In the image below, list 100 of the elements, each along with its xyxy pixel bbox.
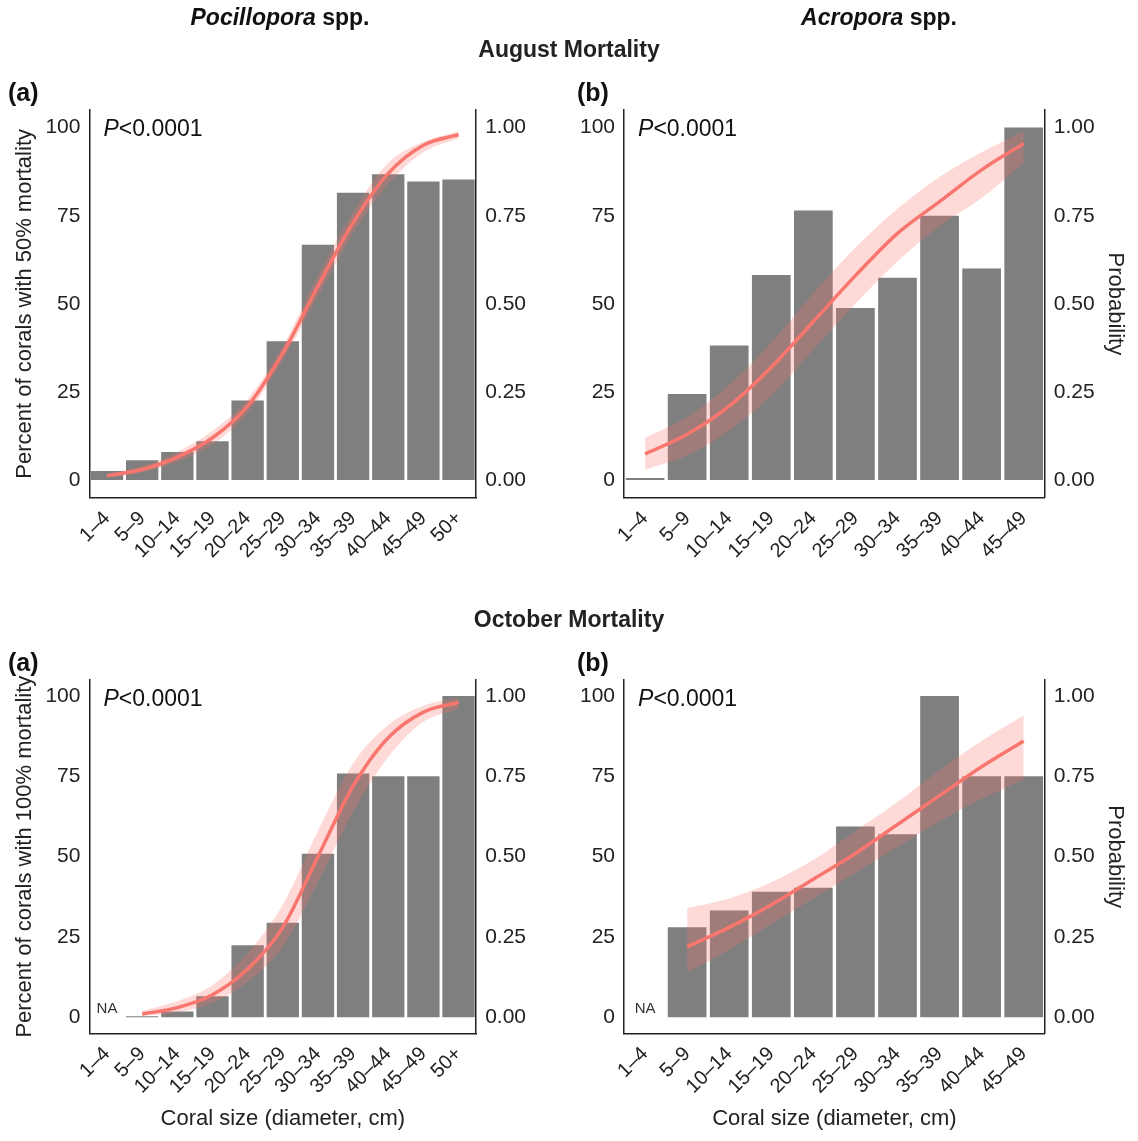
bar: [231, 400, 264, 481]
bar: [709, 345, 749, 481]
y-tick-label: 75: [57, 202, 81, 226]
y-tick-label: 0: [603, 466, 616, 490]
y-tick-label: 0: [603, 1004, 616, 1028]
y-tick-label: 100: [579, 682, 616, 706]
y2-tick-label: 0.75: [485, 202, 526, 226]
bar: [301, 244, 335, 481]
text: (a): [8, 647, 39, 676]
bar: [667, 394, 707, 481]
line-series: [685, 739, 1026, 949]
bar: [920, 696, 959, 1018]
bar: [196, 441, 229, 481]
bar: [794, 887, 833, 1018]
x-tick-label: 50+: [425, 1041, 466, 1082]
x-tick-label: 1–4: [612, 1041, 652, 1082]
bar: [301, 853, 335, 1018]
annotation: NA: [96, 999, 118, 1017]
chart-title: Pocillopora spp.: [189, 4, 371, 31]
y2-tick-label: 0.50: [485, 843, 526, 867]
y-tick-label: 100: [579, 114, 616, 138]
annotation: P<0.0001: [103, 115, 203, 142]
y-tick-label: 75: [57, 763, 81, 787]
text: (b): [577, 77, 609, 106]
text: August Mortality: [477, 36, 661, 63]
y-tick-label: 0: [68, 1004, 81, 1028]
y-axis-title: Percent of corals with 50% mortality: [11, 129, 37, 479]
annotation: P<0.0001: [638, 115, 738, 142]
bar: [196, 996, 229, 1018]
y-tick-label: 0: [68, 466, 81, 490]
y-tick-label: 50: [57, 290, 81, 314]
bar: [709, 910, 749, 1018]
y-tick-label: 50: [57, 843, 81, 867]
bar: [372, 776, 405, 1018]
bar: [836, 308, 875, 481]
bar: [336, 192, 370, 481]
y2-tick-label: 0.25: [485, 923, 526, 947]
text: October Mortality: [472, 606, 666, 633]
bar: [962, 268, 1001, 481]
y-tick-label: 100: [45, 682, 81, 706]
y-tick-label: 25: [591, 923, 616, 947]
y2-tick-label: 1.00: [485, 114, 526, 138]
y2-tick-label: 0.25: [1053, 378, 1095, 402]
bar: [751, 891, 791, 1018]
x-axis-title: Coral size (diameter, cm): [712, 1104, 957, 1130]
y2-tick-label: 0.25: [485, 378, 526, 402]
y2-tick-label: 0.00: [485, 466, 526, 490]
y2-tick-label: 0.50: [485, 290, 526, 314]
bar: [625, 477, 665, 481]
y2-tick-label: 0.50: [1053, 290, 1095, 314]
bar: [878, 277, 917, 481]
text: (a): [8, 77, 39, 106]
y-tick-label: 100: [45, 114, 81, 138]
y2-tick-label: 0.75: [1053, 202, 1095, 226]
annotation: P<0.0001: [103, 685, 203, 712]
y2-tick-label: 0.00: [1053, 466, 1095, 490]
y-tick-label: 50: [591, 843, 616, 867]
bar: [161, 1011, 194, 1018]
y2-tick-label: 0.00: [485, 1004, 526, 1028]
bar: [667, 927, 707, 1018]
y2-tick-label: 1.00: [485, 682, 526, 706]
y2-tick-label: 1.00: [1053, 682, 1095, 706]
bar: [1004, 127, 1044, 481]
y-tick-label: 75: [591, 202, 616, 226]
annotation: P<0.0001: [638, 685, 738, 712]
x-tick-label: 1–4: [74, 506, 114, 546]
y2-axis-title: Probability: [1103, 252, 1129, 356]
chart-title: Acropora spp.: [799, 4, 958, 31]
x-tick-label: 1–4: [612, 506, 652, 546]
y2-tick-label: 0.00: [1053, 1004, 1095, 1028]
y2-tick-label: 1.00: [1053, 114, 1095, 138]
annotation: NA: [634, 999, 656, 1017]
y-tick-label: 50: [591, 290, 616, 314]
bar: [878, 834, 917, 1018]
y2-axis-title: Probability: [1103, 805, 1129, 909]
y2-tick-label: 0.75: [485, 763, 526, 787]
y-tick-label: 25: [591, 378, 616, 402]
y-tick-label: 75: [591, 763, 616, 787]
bar: [372, 174, 405, 481]
bar: [794, 210, 833, 481]
bar: [407, 181, 440, 481]
bar: [407, 776, 440, 1018]
bar: [336, 773, 370, 1018]
y2-tick-label: 0.75: [1053, 763, 1095, 787]
bar: [836, 826, 875, 1018]
x-axis-title: Coral size (diameter, cm): [160, 1104, 406, 1130]
bar: [266, 341, 299, 481]
bar: [266, 922, 299, 1018]
y-tick-label: 25: [57, 923, 81, 947]
text: (b): [577, 647, 609, 676]
bar: [920, 215, 959, 481]
bar: [442, 179, 475, 481]
x-tick-label: 1–4: [74, 1041, 114, 1082]
x-tick-label: 50+: [425, 506, 466, 546]
bar: [751, 274, 791, 481]
bar: [962, 776, 1001, 1018]
y-tick-label: 25: [57, 378, 81, 402]
bar: [442, 696, 475, 1018]
y2-tick-label: 0.25: [1053, 923, 1095, 947]
bar: [231, 945, 264, 1018]
